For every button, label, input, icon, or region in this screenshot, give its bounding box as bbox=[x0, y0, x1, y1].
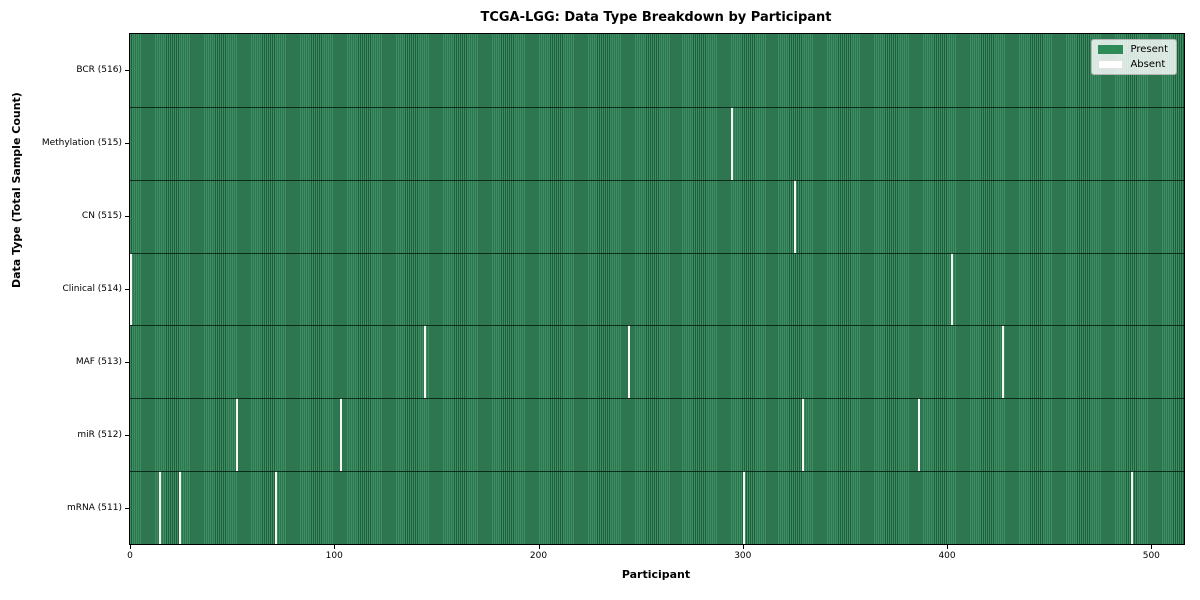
y-tick-label-miR: miR (512) bbox=[77, 429, 122, 440]
plot-area: Present Absent bbox=[129, 33, 1185, 545]
absent-gap-MAF-244 bbox=[628, 325, 631, 399]
x-tick-mark bbox=[130, 545, 131, 549]
datatype-row-MAF bbox=[130, 325, 1184, 399]
absent-gap-miR-329 bbox=[802, 398, 805, 472]
absent-gap-miR-386 bbox=[918, 398, 921, 472]
legend-entry-present: Present bbox=[1098, 44, 1168, 55]
row-separator bbox=[130, 398, 1184, 400]
row-separator bbox=[130, 471, 1184, 473]
y-tick-mark bbox=[125, 361, 129, 363]
x-tick-label-500: 500 bbox=[1142, 551, 1160, 561]
present-swatch-icon bbox=[1098, 45, 1124, 54]
datatype-row-Clinical bbox=[130, 252, 1184, 326]
absent-gap-Methylation-294 bbox=[730, 106, 733, 180]
absent-gap-miR-52 bbox=[236, 398, 239, 472]
chart-title: TCGA-LGG: Data Type Breakdown by Partici… bbox=[480, 10, 832, 25]
x-tick-label-400: 400 bbox=[938, 551, 956, 561]
absent-gap-MAF-427 bbox=[1002, 325, 1005, 399]
y-tick-mark bbox=[125, 289, 129, 290]
x-tick-mark bbox=[742, 545, 744, 549]
y-tick-label-mRNA: mRNA (511) bbox=[67, 502, 122, 513]
row-separator bbox=[130, 179, 1184, 181]
y-tick-mark bbox=[125, 434, 129, 436]
x-tick-label-100: 100 bbox=[325, 551, 343, 561]
absent-gap-miR-103 bbox=[340, 398, 343, 472]
x-tick-label-300: 300 bbox=[734, 551, 752, 561]
absent-gap-mRNA-71 bbox=[275, 471, 278, 544]
x-tick-mark bbox=[334, 545, 336, 549]
y-tick-mark bbox=[125, 70, 129, 72]
datatype-row-Methylation bbox=[130, 106, 1184, 180]
datatype-row-CN bbox=[130, 179, 1184, 253]
row-separator bbox=[130, 325, 1184, 327]
x-tick-label-200: 200 bbox=[529, 551, 548, 561]
legend: Present Absent bbox=[1091, 39, 1177, 75]
row-separator bbox=[130, 252, 1184, 254]
legend-label-absent: Absent bbox=[1130, 59, 1166, 70]
datatype-row-mRNA bbox=[130, 471, 1184, 544]
x-tick-mark bbox=[538, 545, 540, 549]
y-tick-label-BCR: BCR (516) bbox=[76, 65, 122, 76]
absent-gap-mRNA-24 bbox=[179, 471, 182, 544]
absent-gap-MAF-144 bbox=[424, 325, 427, 399]
absent-gap-mRNA-300 bbox=[742, 471, 745, 544]
y-tick-label-CN: CN (515) bbox=[81, 211, 122, 222]
y-tick-label-Clinical: Clinical (514) bbox=[62, 284, 122, 294]
y-tick-mark bbox=[125, 216, 129, 218]
x-tick-mark bbox=[1151, 545, 1153, 549]
y-tick-label-MAF: MAF (513) bbox=[75, 356, 122, 367]
absent-gap-Clinical-0 bbox=[130, 252, 132, 326]
absent-gap-CN-325 bbox=[793, 179, 796, 253]
absent-gap-mRNA-14 bbox=[158, 471, 161, 544]
x-tick-mark bbox=[947, 545, 949, 549]
datatype-row-BCR bbox=[130, 34, 1184, 107]
absent-gap-Clinical-402 bbox=[951, 252, 954, 326]
legend-label-present: Present bbox=[1130, 44, 1168, 55]
y-tick-mark bbox=[125, 143, 129, 145]
x-tick-label-0: 0 bbox=[127, 551, 133, 561]
row-separator bbox=[130, 106, 1184, 108]
y-tick-mark bbox=[125, 507, 129, 509]
datatype-row-miR bbox=[130, 398, 1184, 472]
legend-entry-absent: Absent bbox=[1098, 59, 1168, 70]
y-tick-label-Methylation: Methylation (515) bbox=[41, 138, 122, 149]
absent-swatch-icon bbox=[1098, 60, 1124, 69]
absent-gap-mRNA-490 bbox=[1130, 471, 1133, 544]
x-axis-label: Participant bbox=[621, 568, 691, 581]
